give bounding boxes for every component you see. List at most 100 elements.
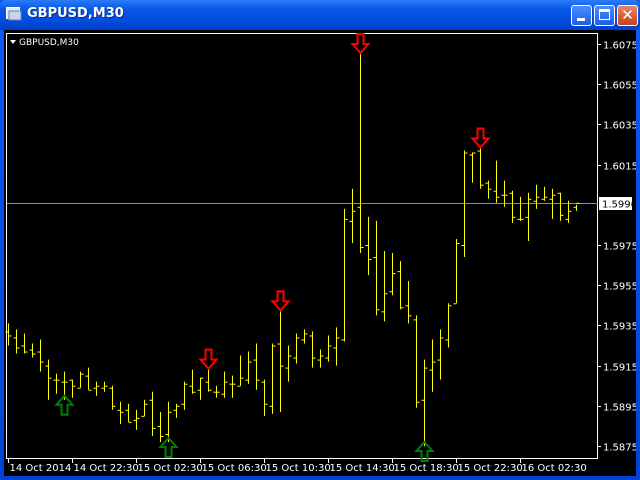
ohlc-bar (509, 190, 516, 223)
sell-arrow-icon (470, 127, 491, 150)
ohlc-bar (485, 180, 492, 199)
x-axis-label: 16 Oct 02:30 (522, 463, 587, 474)
x-axis-label: 15 Oct 22:30 (458, 463, 523, 474)
ohlc-bar (37, 339, 44, 372)
y-axis-label: 1.5955 (603, 282, 636, 293)
ohlc-bar (221, 371, 228, 398)
y-axis-label: 1.6055 (603, 81, 636, 92)
ohlc-bar (453, 238, 460, 305)
ohlc-bar (293, 333, 300, 364)
ohlc-bar (357, 54, 364, 254)
ohlc-bar (477, 148, 484, 189)
ohlc-bar (29, 343, 36, 358)
ohlc-bar (197, 377, 204, 400)
chart-window-icon (6, 7, 22, 21)
chart-frame (6, 33, 598, 459)
close-button[interactable]: ✕ (617, 5, 638, 26)
ohlc-bar (541, 186, 548, 201)
ohlc-bar (117, 401, 124, 424)
ohlc-bar (277, 311, 284, 412)
sell-arrow-icon (270, 290, 291, 312)
ohlc-bar (45, 359, 52, 400)
y-axis-label: 1.5875 (603, 443, 636, 454)
ohlc-bar (269, 343, 276, 414)
ohlc-bar (381, 251, 388, 322)
x-axis-label: 14 Oct 2014 (10, 463, 72, 474)
x-axis-label: 15 Oct 14:30 (330, 463, 395, 474)
x-axis-label: 15 Oct 10:30 (266, 463, 331, 474)
minimize-icon (577, 18, 585, 21)
ohlc-bar (397, 261, 404, 310)
ohlc-bar (389, 253, 396, 296)
ohlc-bar (309, 331, 316, 368)
y-axis-label: 1.6075 (603, 41, 636, 52)
ohlc-bar (493, 160, 500, 203)
ohlc-bar (429, 339, 436, 392)
y-axis-label: 1.5895 (603, 403, 636, 414)
chart-area[interactable]: 1.6075 1.6055 1.6035 1.6015 1.5975 1.5955 1.59… (4, 30, 636, 476)
ohlc-bar (93, 381, 100, 396)
ohlc-bar (173, 403, 180, 418)
buy-arrow-icon (54, 394, 75, 416)
y-axis-label: 1.5975 (603, 242, 636, 253)
buy-arrow-icon (158, 436, 179, 458)
ohlc-bar (349, 188, 356, 243)
ohlc-bar (181, 381, 188, 410)
ohlc-bar (237, 355, 244, 387)
ohlc-bar (325, 335, 332, 362)
sell-arrow-icon (198, 348, 219, 371)
ohlc-bar (573, 202, 580, 211)
ohlc-bar (53, 373, 60, 394)
ohlc-bar (317, 349, 324, 368)
buy-arrow-icon (414, 440, 435, 462)
ohlc-bar (141, 399, 148, 417)
ohlc-bar (301, 329, 308, 344)
current-price-label: 1.5996 (602, 200, 636, 211)
x-axis-label: 14 Oct 22:30 (74, 463, 139, 474)
ohlc-bar (549, 188, 556, 219)
chart-menu-triangle-icon[interactable] (10, 40, 16, 44)
ohlc-bar (341, 208, 348, 342)
current-price-box (599, 197, 632, 210)
ohlc-bar (165, 401, 172, 442)
ohlc-bar (445, 303, 452, 348)
ohlc-bar (437, 329, 444, 380)
ohlc-bar (77, 371, 84, 389)
minimize-button[interactable] (571, 5, 592, 26)
ohlc-bar (413, 315, 420, 408)
x-axis-label: 15 Oct 02:30 (138, 463, 203, 474)
ohlc-bar (333, 327, 340, 366)
ohlc-bar (85, 367, 92, 391)
ohlc-bar (157, 411, 164, 442)
ohlc-bar (101, 381, 108, 392)
close-icon: ✕ (621, 6, 634, 24)
ohlc-bar (405, 281, 412, 324)
ohlc-bar (229, 375, 236, 398)
y-axis-label: 1.6035 (603, 121, 636, 132)
title-bar[interactable]: GBPUSD,M30 ✕ (0, 0, 640, 30)
ohlc-bar (261, 379, 268, 416)
price-chart[interactable]: 1.6075 1.6055 1.6035 1.6015 1.5975 1.5955 1.59… (4, 30, 636, 476)
ohlc-bar (133, 409, 140, 430)
window-title: GBPUSD,M30 (27, 6, 124, 21)
ohlc-bar (533, 184, 540, 209)
ohlc-bar (285, 345, 292, 382)
ohlc-bar (253, 343, 260, 390)
ohlc-bar (13, 329, 20, 354)
ohlc-bar (557, 192, 564, 221)
chart-symbol-label: GBPUSD,M30 (19, 38, 79, 48)
ohlc-bar (525, 192, 532, 241)
ohlc-bar (517, 196, 524, 221)
ohlc-bar (421, 359, 428, 446)
ohlc-bar (69, 379, 76, 398)
ohlc-bar (565, 200, 572, 223)
ohlc-bar (149, 391, 156, 436)
maximize-button[interactable] (594, 5, 615, 26)
x-axis-label: 15 Oct 06:30 (202, 463, 267, 474)
ohlc-bar (469, 152, 476, 183)
y-axis-label: 1.6015 (603, 162, 636, 173)
ohlc-bar (21, 333, 28, 354)
ohlc-bar (205, 369, 212, 392)
ohlc-bar (5, 323, 12, 346)
